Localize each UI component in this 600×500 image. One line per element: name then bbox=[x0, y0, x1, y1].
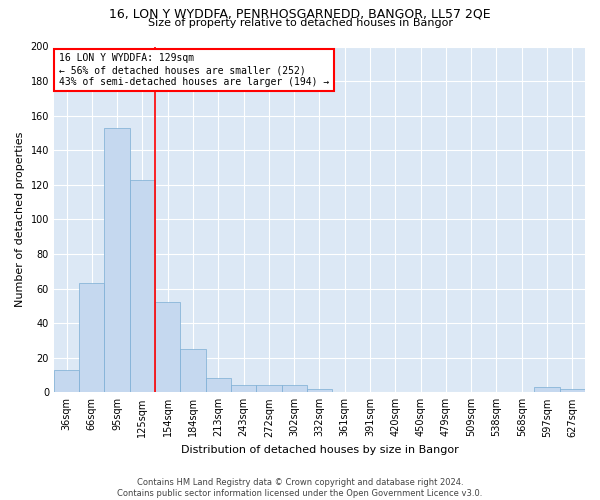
Bar bbox=[560, 389, 585, 392]
Y-axis label: Number of detached properties: Number of detached properties bbox=[15, 132, 25, 307]
Bar bbox=[535, 387, 560, 392]
Bar bbox=[155, 302, 181, 392]
Bar bbox=[130, 180, 155, 392]
Bar bbox=[256, 386, 281, 392]
Bar bbox=[54, 370, 79, 392]
Text: Size of property relative to detached houses in Bangor: Size of property relative to detached ho… bbox=[148, 18, 452, 28]
Bar bbox=[104, 128, 130, 392]
Text: 16, LON Y WYDDFA, PENRHOSGARNEDD, BANGOR, LL57 2QE: 16, LON Y WYDDFA, PENRHOSGARNEDD, BANGOR… bbox=[109, 8, 491, 20]
Bar bbox=[281, 386, 307, 392]
Bar bbox=[206, 378, 231, 392]
X-axis label: Distribution of detached houses by size in Bangor: Distribution of detached houses by size … bbox=[181, 445, 458, 455]
Bar bbox=[231, 386, 256, 392]
Text: 16 LON Y WYDDFA: 129sqm
← 56% of detached houses are smaller (252)
43% of semi-d: 16 LON Y WYDDFA: 129sqm ← 56% of detache… bbox=[59, 54, 329, 86]
Bar bbox=[307, 389, 332, 392]
Bar bbox=[79, 284, 104, 393]
Text: Contains HM Land Registry data © Crown copyright and database right 2024.
Contai: Contains HM Land Registry data © Crown c… bbox=[118, 478, 482, 498]
Bar bbox=[181, 349, 206, 393]
